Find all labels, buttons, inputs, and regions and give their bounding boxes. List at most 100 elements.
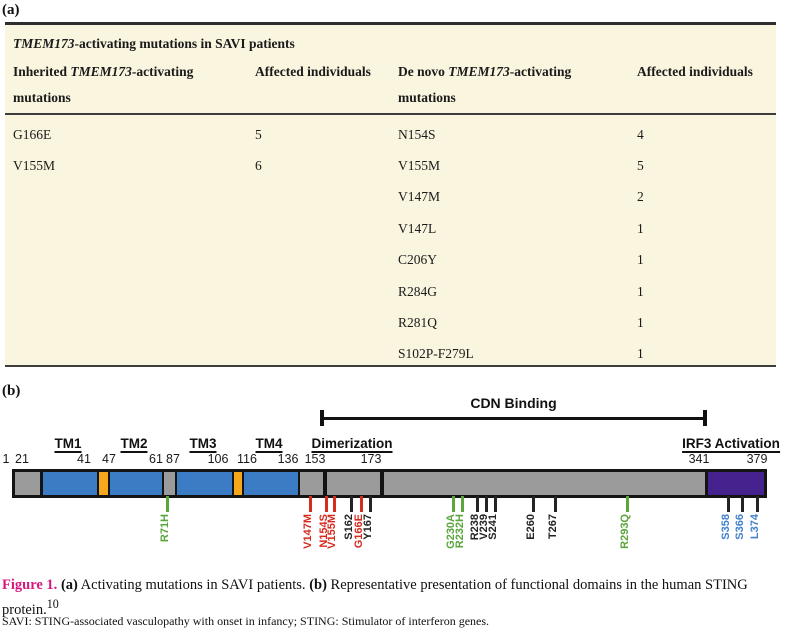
mutation-cell: V155M	[398, 158, 441, 174]
header-text: -activating mutations	[398, 64, 572, 105]
header-text: Inherited	[13, 64, 71, 79]
caption-a-text: Activating mutations in SAVI patients.	[77, 577, 310, 593]
table-column-header: Inherited TMEM173-activating mutations	[13, 59, 248, 111]
table-title-gene: TMEM173	[13, 36, 75, 51]
protein-segment-grey	[384, 472, 705, 495]
mutation-cell: V147L	[398, 220, 437, 236]
affected-count-cell: 1	[637, 346, 644, 362]
table-row: V155M 6 V155M 5	[5, 150, 776, 181]
residue-position: 106	[207, 452, 229, 466]
protein-segment-grey	[300, 472, 323, 495]
mutation-label-v147m: V147M	[302, 514, 314, 549]
mutation-tick-l374	[756, 496, 759, 512]
table-header-rule	[5, 113, 776, 115]
mutation-label-r232h: R232H	[454, 514, 466, 549]
mutation-tick-g166e	[360, 496, 363, 512]
mutation-label-r293q: R293Q	[619, 514, 631, 549]
protein-segment-orange	[99, 472, 108, 495]
figure-caption-label: Figure 1.	[2, 577, 58, 593]
panel-a-label: (a)	[2, 2, 20, 18]
affected-count-cell: 1	[637, 283, 644, 299]
residue-position: 379	[746, 452, 768, 466]
mutation-cell: N154S	[398, 126, 436, 142]
header-text: Affected individuals	[637, 64, 753, 79]
mutation-label-s241: S241	[487, 514, 499, 540]
protein-segment-orange	[234, 472, 242, 495]
mutation-label-s366: S366	[734, 514, 746, 540]
table-row: S102P-F279L 1	[5, 339, 776, 370]
affected-count-cell: 6	[255, 158, 262, 174]
mutation-label-y167: Y167	[362, 514, 374, 540]
table-row: R281Q 1	[5, 307, 776, 338]
figure-footnote: SAVI: STING-associated vasculopathy with…	[2, 614, 490, 628]
caption-b-bold: (b)	[309, 577, 327, 593]
residue-position: 87	[166, 452, 180, 466]
header-text: De novo	[398, 64, 449, 79]
mutation-tick-e260	[532, 496, 535, 512]
mutation-tick-r232h	[461, 496, 464, 512]
mutation-tick-g230a	[452, 496, 455, 512]
table-row: C206Y 1	[5, 245, 776, 276]
protein-segment-blue	[43, 472, 97, 495]
mutation-label-n154s: N154S	[318, 514, 330, 548]
table-row: G166E 5 N154S 4	[5, 119, 776, 150]
savi-mutation-table: TMEM173-activating mutations in SAVI pat…	[5, 22, 776, 368]
protein-segment-grey	[164, 472, 175, 495]
mutation-tick-s366	[741, 496, 744, 512]
mutation-tick-y167	[369, 496, 372, 512]
table-column-header: Affected individuals	[255, 59, 390, 85]
domain-label-dimerization: Dimerization	[311, 436, 393, 453]
mutation-cell: R281Q	[398, 315, 438, 331]
mutation-label-e260: E260	[525, 514, 537, 540]
affected-count-cell: 2	[637, 189, 644, 205]
residue-position: 61	[149, 452, 163, 466]
mutation-cell: V147M	[398, 189, 441, 205]
protein-segment-grey	[15, 472, 40, 495]
residue-position: 21	[15, 452, 29, 466]
cdn-binding-bracket-left-cap	[320, 410, 324, 426]
table-bottom-rule	[5, 365, 776, 367]
mutation-tick-r238	[476, 496, 479, 512]
protein-segment-blue	[110, 472, 162, 495]
affected-count-cell: 5	[637, 158, 644, 174]
mutation-tick-s241	[494, 496, 497, 512]
mutation-tick-t267	[554, 496, 557, 512]
affected-count-cell: 5	[255, 126, 262, 142]
mutation-label-t267: T267	[547, 514, 559, 540]
figure-caption: Figure 1. (a) Activating mutations in SA…	[2, 576, 792, 620]
panel-b-label: (b)	[2, 383, 21, 399]
mutation-tick-v239	[485, 496, 488, 512]
mutation-tick-s162	[350, 496, 353, 512]
domain-label-tm1: TM1	[54, 436, 82, 453]
table-row: R284G 1	[5, 276, 776, 307]
mutation-tick-s358	[727, 496, 730, 512]
table-background	[5, 25, 776, 367]
mutation-cell: C206Y	[398, 252, 438, 268]
table-top-rule	[5, 22, 776, 25]
mutation-label-r71h: R71H	[159, 514, 171, 543]
table-row: V147M 2	[5, 182, 776, 213]
header-gene-name: TMEM173	[70, 64, 132, 79]
residue-position: 41	[77, 452, 91, 466]
mutation-label-r238: R238	[469, 514, 481, 541]
mutation-label-v155m: V155M	[326, 514, 338, 549]
caption-a-bold: (a)	[60, 577, 78, 593]
affected-count-cell: 1	[637, 220, 644, 236]
cdn-binding-label: CDN Binding	[470, 395, 557, 411]
domain-label-irf3-activation: IRF3 Activation	[682, 436, 780, 453]
residue-position: 136	[277, 452, 299, 466]
cdn-binding-bracket-right-cap	[703, 410, 707, 426]
residue-position: 341	[688, 452, 710, 466]
affected-count-cell: 1	[637, 315, 644, 331]
mutation-cell: V155M	[13, 158, 56, 174]
caption-reference: 10	[46, 597, 59, 611]
mutation-label-g166e: G166E	[353, 514, 365, 549]
header-text: -activating mutations	[13, 64, 194, 105]
residue-position: 116	[237, 452, 257, 466]
protein-segment-purple	[708, 472, 764, 495]
protein-bar	[12, 469, 767, 498]
domain-label-tm2: TM2	[120, 436, 148, 453]
protein-segment-blue	[177, 472, 232, 495]
protein-segment-grey	[327, 472, 380, 495]
